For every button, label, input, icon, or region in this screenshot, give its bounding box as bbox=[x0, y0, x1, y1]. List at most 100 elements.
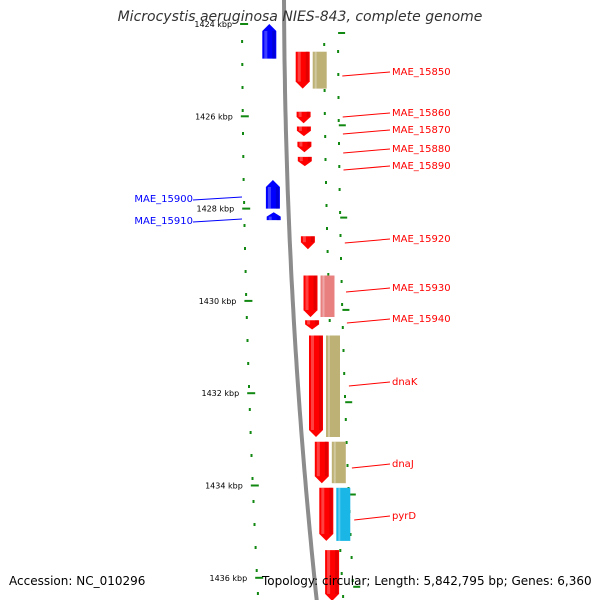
minor-tick bbox=[242, 155, 245, 158]
major-tick bbox=[345, 401, 353, 404]
minor-tick bbox=[244, 270, 247, 273]
minor-tick bbox=[242, 178, 245, 181]
genome-summary-text: Topology: circular; Length: 5,842,795 bp… bbox=[262, 574, 592, 588]
major-tick bbox=[353, 585, 361, 588]
gene-arrow[interactable] bbox=[265, 180, 280, 209]
gene-arrow[interactable] bbox=[296, 126, 311, 137]
gene-arrow[interactable] bbox=[262, 24, 277, 59]
minor-tick bbox=[252, 500, 255, 503]
cog-bar bbox=[320, 275, 335, 317]
minor-tick bbox=[243, 224, 246, 227]
minor-tick bbox=[337, 119, 340, 122]
gene-shade bbox=[306, 126, 310, 131]
gene-shade bbox=[307, 156, 311, 162]
minor-tick bbox=[245, 293, 248, 296]
tick-label: 1428 kbp bbox=[196, 205, 234, 214]
gene-arrow[interactable] bbox=[305, 320, 320, 330]
cog-bar bbox=[331, 441, 346, 484]
minor-tick bbox=[340, 257, 342, 260]
minor-tick bbox=[256, 592, 259, 595]
gene-shade bbox=[319, 335, 322, 430]
gene-labels[interactable]: MAE_15850 MAE_15860 MAE_15870 MAE_15880 MAE_… bbox=[134, 67, 450, 522]
minor-tick bbox=[349, 533, 352, 536]
cog-body bbox=[326, 335, 340, 437]
gene-arrow[interactable] bbox=[309, 335, 323, 438]
gene-label[interactable]: MAE_15930 bbox=[392, 283, 451, 294]
minor-tick bbox=[253, 523, 256, 526]
minor-tick bbox=[345, 441, 348, 444]
minor-tick bbox=[245, 316, 248, 319]
backbone-line bbox=[282, 0, 319, 600]
minor-tick bbox=[326, 250, 329, 253]
gene-arrow[interactable] bbox=[266, 212, 281, 221]
gene-label[interactable]: pyrD bbox=[392, 511, 416, 522]
gene-highlight bbox=[299, 156, 303, 162]
gene-arrow[interactable] bbox=[295, 51, 310, 89]
gene-highlight bbox=[316, 441, 320, 477]
minor-tick bbox=[241, 63, 244, 66]
gene-shade bbox=[307, 141, 311, 147]
cog-body bbox=[312, 51, 327, 89]
cog-bar bbox=[312, 51, 327, 89]
gene-arrow[interactable] bbox=[297, 156, 312, 167]
gene-label[interactable]: MAE_15920 bbox=[392, 234, 451, 245]
minor-tick bbox=[246, 339, 249, 342]
gene-highlight bbox=[267, 187, 271, 209]
gene-arrow[interactable] bbox=[319, 487, 334, 541]
gene-arrow[interactable] bbox=[303, 275, 318, 318]
cog-highlight bbox=[314, 51, 317, 89]
genes[interactable] bbox=[262, 24, 340, 600]
gene-label[interactable]: MAE_15940 bbox=[392, 314, 451, 325]
cog-highlight bbox=[322, 275, 325, 317]
gene-arrow[interactable] bbox=[314, 441, 329, 484]
label-leader bbox=[342, 71, 391, 77]
gene-highlight bbox=[299, 141, 303, 147]
major-tick bbox=[240, 23, 249, 25]
minor-tick bbox=[325, 181, 327, 184]
gene-highlight bbox=[298, 111, 302, 117]
gene-label[interactable]: MAE_15880 bbox=[392, 144, 451, 155]
gene-label[interactable]: MAE_15890 bbox=[392, 161, 451, 172]
gene-highlight bbox=[327, 550, 331, 594]
minor-tick bbox=[255, 569, 258, 572]
gene-shade bbox=[305, 51, 309, 82]
label-leader bbox=[348, 381, 391, 387]
minor-tick bbox=[337, 96, 340, 99]
gene-shade bbox=[329, 487, 333, 534]
gene-label[interactable]: MAE_15850 bbox=[392, 67, 451, 78]
minor-tick bbox=[339, 549, 342, 552]
gene-highlight bbox=[268, 216, 272, 221]
minor-tick bbox=[327, 273, 330, 276]
gene-label[interactable]: MAE_15860 bbox=[392, 108, 451, 119]
tick-label: 1432 kbp bbox=[201, 389, 239, 398]
minor-tick bbox=[248, 408, 251, 411]
gene-arrow[interactable] bbox=[325, 550, 340, 600]
minor-tick bbox=[342, 595, 345, 598]
minor-tick bbox=[249, 431, 252, 434]
gene-label[interactable]: dnaJ bbox=[392, 459, 414, 470]
minor-tick bbox=[323, 89, 326, 92]
minor-tick bbox=[241, 40, 244, 43]
gene-label[interactable]: MAE_15870 bbox=[392, 125, 451, 136]
label-leader bbox=[342, 129, 391, 135]
major-tick bbox=[338, 32, 346, 34]
gene-shade bbox=[276, 216, 280, 221]
minor-tick bbox=[344, 418, 347, 421]
minor-tick bbox=[324, 135, 327, 138]
gene-highlight bbox=[311, 335, 314, 430]
gene-label[interactable]: MAE_15910 bbox=[134, 216, 193, 227]
tick-label: 1430 kbp bbox=[199, 297, 237, 306]
minor-tick bbox=[241, 86, 244, 89]
minor-tick bbox=[337, 50, 340, 53]
minor-tick bbox=[339, 211, 342, 214]
gene-arrow[interactable] bbox=[296, 111, 311, 124]
accession-text: Accession: NC_010296 bbox=[9, 574, 146, 588]
minor-tick bbox=[340, 572, 343, 575]
minor-tick bbox=[247, 362, 250, 365]
major-tick bbox=[255, 576, 264, 579]
gene-label[interactable]: MAE_15900 bbox=[134, 194, 193, 205]
gene-arrow[interactable] bbox=[300, 236, 315, 250]
gene-arrow[interactable] bbox=[297, 141, 312, 153]
gene-label[interactable]: dnaK bbox=[392, 377, 418, 388]
